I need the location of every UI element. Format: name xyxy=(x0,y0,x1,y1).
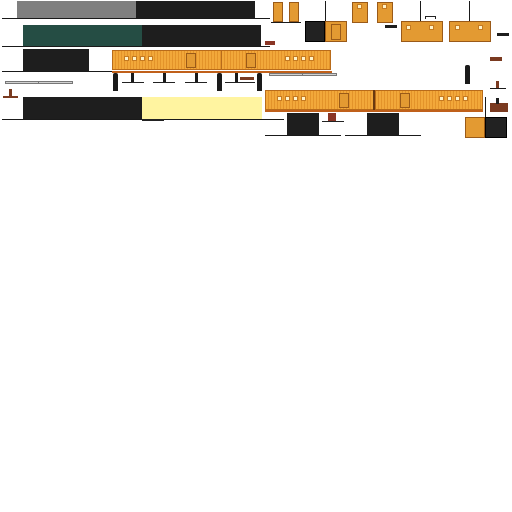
slab-baseline-1 xyxy=(2,18,270,19)
sign-rail xyxy=(302,73,337,76)
slab-baseline-2 xyxy=(2,46,270,47)
bench xyxy=(122,82,144,83)
slab-baseline-3 xyxy=(2,71,112,72)
bench xyxy=(497,33,509,36)
dark-booth xyxy=(485,117,507,138)
booth xyxy=(289,2,299,22)
brown-bench xyxy=(265,41,275,45)
dark-slab xyxy=(136,1,255,18)
pole xyxy=(325,1,326,21)
bench-leg xyxy=(235,73,238,82)
slab-baseline-5 xyxy=(265,135,341,136)
pillar xyxy=(113,73,118,91)
signpost-base xyxy=(3,96,18,98)
dark-slab xyxy=(142,25,261,46)
orange-wagon xyxy=(265,90,375,110)
slab-baseline-6 xyxy=(345,135,421,136)
dark-slab xyxy=(287,113,319,135)
brown-bench xyxy=(240,77,254,80)
signpost-stand xyxy=(496,81,499,89)
wagon-divider xyxy=(373,90,375,110)
green-slab xyxy=(23,25,143,46)
pole xyxy=(469,1,470,21)
orange-wagon xyxy=(375,90,483,110)
dark-slab xyxy=(23,49,89,71)
brown-bench xyxy=(328,113,336,121)
signpost-base xyxy=(490,88,506,89)
booth-inner-door xyxy=(331,24,341,40)
brown-bench xyxy=(490,103,508,112)
booth-baseline xyxy=(271,22,301,23)
brown-bench xyxy=(490,57,502,61)
bench-leg xyxy=(163,73,166,82)
sign-rail xyxy=(5,81,40,84)
sign-rail xyxy=(269,73,304,76)
signpost-stand xyxy=(9,89,12,97)
lamp-cap xyxy=(425,16,436,19)
dark-slab xyxy=(23,97,143,119)
pole xyxy=(485,97,486,117)
yellow-slab xyxy=(142,97,262,119)
bench-leg xyxy=(195,73,198,82)
pillar xyxy=(257,73,262,91)
sign-rail xyxy=(38,81,73,84)
bench xyxy=(322,121,344,122)
pillar xyxy=(217,73,222,91)
bench xyxy=(385,25,397,28)
bench xyxy=(153,82,175,83)
pillar xyxy=(465,65,470,84)
wagon-underline xyxy=(112,71,332,73)
gray-slab xyxy=(17,1,137,18)
orange-wagon xyxy=(221,50,331,70)
booth xyxy=(377,2,393,23)
dark-slab xyxy=(367,113,399,135)
bench xyxy=(496,98,499,104)
booth xyxy=(352,2,368,23)
wagon-underline xyxy=(265,110,483,112)
bench xyxy=(225,82,255,83)
yellow-slab-underline xyxy=(142,119,164,121)
bench xyxy=(185,82,207,83)
dark-booth xyxy=(305,21,325,42)
booth xyxy=(273,2,283,22)
pole xyxy=(420,1,421,21)
booth xyxy=(465,117,485,138)
bench-leg xyxy=(131,73,134,82)
orange-wagon xyxy=(112,50,222,70)
